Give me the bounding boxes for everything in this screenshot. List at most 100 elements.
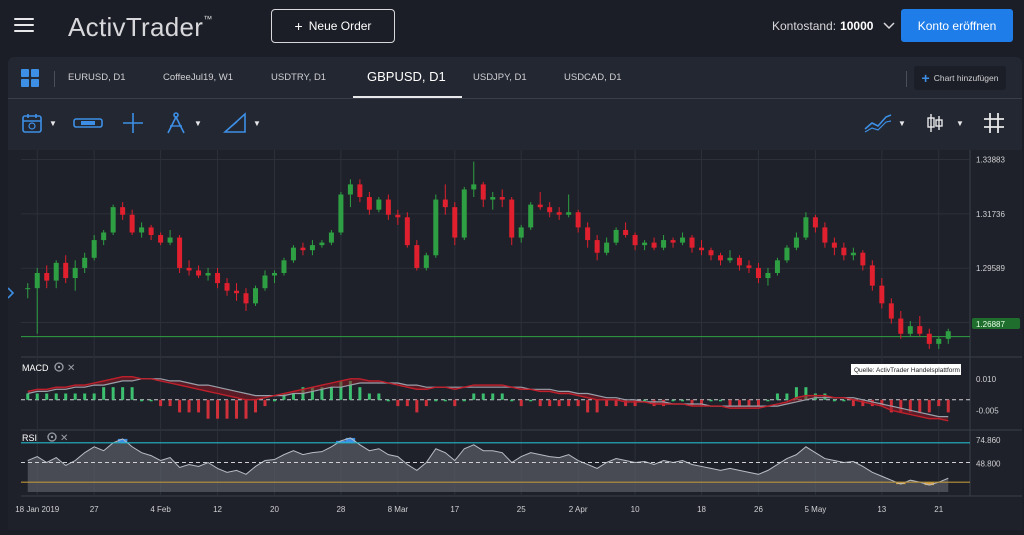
indicators-tool[interactable]: ▼ [864, 111, 906, 135]
macd-histogram-bar [396, 399, 400, 407]
macd-histogram-bar [586, 399, 590, 413]
candle-body [727, 257, 733, 261]
open-account-button[interactable]: Konto eröffnen [901, 9, 1013, 42]
shapes-tool[interactable]: ▼ [223, 111, 261, 135]
caret-down-icon: ▼ [956, 118, 964, 128]
macd-histogram-bar [35, 393, 39, 400]
macd-histogram-bar [206, 399, 210, 419]
macd-histogram-bar [842, 399, 846, 402]
macd-histogram-bar [424, 399, 428, 407]
candle-body [642, 242, 648, 246]
crosshair-tool[interactable] [122, 111, 144, 135]
rsi-settings-icon[interactable] [47, 432, 57, 442]
macd-histogram-bar [737, 399, 741, 407]
macd-histogram-bar [557, 399, 561, 407]
macd-histogram-bar [700, 399, 704, 407]
add-chart-button[interactable]: + Chart hinzufügen [914, 66, 1006, 90]
candle-body [708, 250, 714, 256]
macd-histogram-bar [491, 393, 495, 400]
price-chart[interactable]: 1.338831.317361.295891.274420.010-0.0057… [7, 150, 1022, 530]
chevron-right-icon[interactable] [7, 287, 15, 299]
hamburger-menu-icon[interactable] [14, 18, 34, 34]
macd-histogram-bar [624, 399, 628, 407]
macd-axis-label: 0.010 [976, 375, 997, 384]
macd-histogram-bar [83, 393, 87, 400]
candle-body [452, 207, 458, 238]
macd-histogram-bar [804, 387, 808, 400]
candle-body [556, 212, 562, 215]
candle-body [423, 255, 429, 268]
macd-histogram-bar [728, 399, 732, 407]
macd-histogram-bar [54, 393, 58, 400]
grid-toggle-tool[interactable] [983, 111, 1005, 135]
candle-body [205, 272, 211, 276]
rsi-axis-label: 48.800 [976, 460, 1001, 469]
rsi-close-icon[interactable]: ✕ [60, 433, 68, 444]
macd-histogram-bar [756, 399, 760, 407]
macd-histogram-bar [794, 387, 798, 400]
candle-body [25, 288, 31, 290]
tab-gbpusd[interactable]: GBPUSD, D1 [367, 69, 446, 84]
candle-body [746, 265, 752, 268]
chart-type-tool[interactable]: ▼ [926, 111, 964, 135]
candle-body [63, 262, 69, 279]
candle-body [281, 260, 287, 273]
tab-eurusd[interactable]: EURUSD, D1 [68, 72, 126, 83]
candle-body [594, 240, 600, 253]
candle-body [518, 227, 524, 238]
logo: ActivTrader™ [68, 12, 213, 42]
time-axis-label: 21 [934, 505, 943, 514]
candle-body [139, 227, 145, 233]
macd-histogram-bar [785, 393, 789, 400]
macd-signal-line [27, 378, 949, 418]
rsi-overbought-fill [345, 437, 356, 443]
candle-body [196, 270, 202, 276]
macd-histogram-bar [899, 399, 903, 413]
chart-toolbar: ▼ ▼ ▼ ▼ ▼ [8, 105, 1022, 141]
tab-usdjpy[interactable]: USDJPY, D1 [473, 72, 527, 83]
candle-body [661, 240, 667, 248]
macd-histogram-bar [747, 399, 751, 407]
candle-body [936, 338, 942, 344]
source-note: Quelle: ActivTrader Handelsplattform [854, 367, 960, 374]
rsi-label: RSI [22, 433, 37, 443]
new-order-button[interactable]: + Neue Order [271, 9, 395, 43]
candle-body [177, 237, 183, 268]
macd-histogram-bar [614, 399, 618, 407]
candle-body [290, 247, 296, 261]
candle-body [328, 232, 334, 243]
plus-icon: + [294, 18, 303, 34]
macd-histogram-bar [690, 399, 694, 407]
account-balance-dropdown[interactable]: Kontostand: 10000 [772, 19, 895, 33]
macd-histogram-bar [45, 393, 49, 400]
layout-grid-icon[interactable] [21, 69, 39, 87]
tab-usdtry[interactable]: USDTRY, D1 [271, 72, 327, 83]
candle-body [860, 252, 866, 266]
macd-close-icon[interactable]: ✕ [67, 363, 75, 374]
macd-histogram-bar [187, 399, 191, 413]
calendar-tool[interactable]: ▼ [21, 111, 57, 135]
chart-tabs: EURUSD, D1 CoffeeJul19, W1 USDTRY, D1 GB… [8, 57, 1022, 98]
rsi-oversold-fill [924, 482, 935, 486]
macd-histogram-bar [310, 387, 314, 400]
candle-body [338, 194, 344, 233]
macd-settings-icon[interactable] [54, 362, 64, 372]
candle-body [604, 242, 610, 253]
tab-coffeejul19[interactable]: CoffeeJul19, W1 [163, 72, 234, 83]
caret-down-icon: ▼ [253, 118, 261, 128]
rsi-overbought-fill [117, 438, 128, 443]
candle-body [699, 247, 705, 251]
rsi-pane [21, 437, 970, 492]
candle-body [262, 275, 268, 289]
candle-body [224, 283, 230, 291]
chart-area[interactable]: 1.338831.317361.295891.274420.010-0.0057… [7, 150, 1022, 530]
macd-histogram-bar [225, 399, 229, 419]
candle-body [718, 255, 723, 261]
zoom-range-tool[interactable] [73, 111, 103, 135]
candle-body [91, 240, 97, 258]
chart-grid [21, 150, 970, 496]
tab-usdcad[interactable]: USDCAD, D1 [564, 72, 622, 83]
macd-histogram-bar [510, 399, 514, 402]
drawing-tool[interactable]: ▼ [164, 111, 202, 135]
candle-body [651, 242, 657, 248]
